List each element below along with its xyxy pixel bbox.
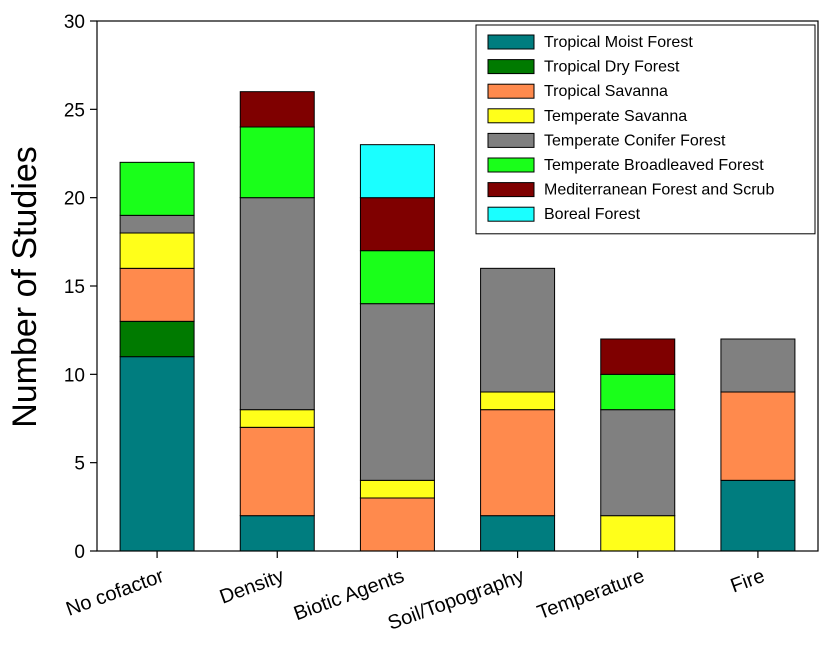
bar-segment bbox=[359, 303, 435, 481]
legend-label: Tropical Moist Forest bbox=[544, 34, 693, 51]
legend-swatch bbox=[487, 59, 535, 75]
legend-label: Tropical Savanna bbox=[544, 83, 668, 100]
bar-segment bbox=[359, 144, 435, 199]
legend-box bbox=[475, 24, 816, 235]
legend-swatch bbox=[487, 34, 535, 50]
legend-label: Temperate Conifer Forest bbox=[544, 132, 726, 149]
legend-label: Tropical Dry Forest bbox=[544, 59, 680, 76]
bar-segment bbox=[480, 409, 556, 517]
y-tick-label: 5 bbox=[74, 454, 85, 475]
legend-swatch bbox=[487, 206, 535, 222]
bar-segment bbox=[239, 197, 315, 411]
y-tick-label: 30 bbox=[64, 12, 85, 33]
y-tick-label: 15 bbox=[64, 277, 85, 298]
x-tick-label: Temperature bbox=[534, 565, 647, 624]
bar-segment bbox=[119, 356, 195, 552]
bar-segment bbox=[359, 250, 435, 305]
x-tick-label: Density bbox=[217, 565, 287, 608]
legend-label: Temperate Savanna bbox=[544, 108, 687, 125]
bar-segment bbox=[480, 391, 556, 411]
bar-segment bbox=[239, 409, 315, 428]
legend-swatch bbox=[487, 182, 535, 198]
bar-segment bbox=[600, 409, 676, 517]
x-tick-label: Fire bbox=[728, 565, 768, 597]
legend-label: Temperate Broadleaved Forest bbox=[544, 157, 764, 174]
bar-segment bbox=[119, 320, 195, 358]
bar-segment bbox=[359, 497, 435, 552]
x-tick-label: No cofactor bbox=[63, 565, 167, 621]
bar-segment bbox=[119, 214, 195, 234]
bar-segment bbox=[239, 426, 315, 517]
bar-segment bbox=[720, 479, 796, 552]
bar-segment bbox=[720, 391, 796, 481]
bar-segment bbox=[119, 161, 195, 216]
y-tick-label: 25 bbox=[64, 100, 85, 121]
bar-segment bbox=[239, 126, 315, 199]
bar-segment bbox=[600, 338, 676, 375]
y-tick-label: 20 bbox=[64, 189, 85, 210]
x-tick-label: Soil/Topography bbox=[385, 565, 527, 635]
legend-swatch bbox=[487, 132, 535, 148]
legend: Tropical Moist Forest Tropical Dry Forest… bbox=[475, 24, 816, 235]
bar-segment bbox=[119, 267, 195, 322]
bar-segment bbox=[480, 515, 556, 552]
y-axis-title: Number of Studies bbox=[6, 146, 44, 428]
bar-segment bbox=[480, 267, 556, 393]
bar-segment bbox=[239, 515, 315, 552]
y-tick-label: 0 bbox=[74, 542, 85, 563]
legend-label: Boreal Forest bbox=[544, 206, 641, 223]
legend-swatch bbox=[487, 108, 535, 124]
legend-label: Mediterranean Forest and Scrub bbox=[544, 182, 774, 199]
y-axis: 0 5 10 15 20 25 30 bbox=[64, 12, 97, 563]
bar-segment bbox=[359, 197, 435, 252]
x-axis: No cofactor Density Biotic AgentsSoil/Topo… bbox=[63, 551, 768, 635]
bar-segment bbox=[359, 479, 435, 499]
bar-segment bbox=[600, 373, 676, 411]
bar-segment bbox=[720, 338, 796, 393]
bar-segment bbox=[600, 515, 676, 552]
legend-swatch bbox=[487, 83, 535, 99]
bars-group bbox=[119, 91, 796, 552]
legend-swatch bbox=[487, 157, 535, 173]
bar-segment bbox=[239, 91, 315, 128]
bar-segment bbox=[119, 232, 195, 269]
y-tick-label: 10 bbox=[64, 365, 85, 386]
